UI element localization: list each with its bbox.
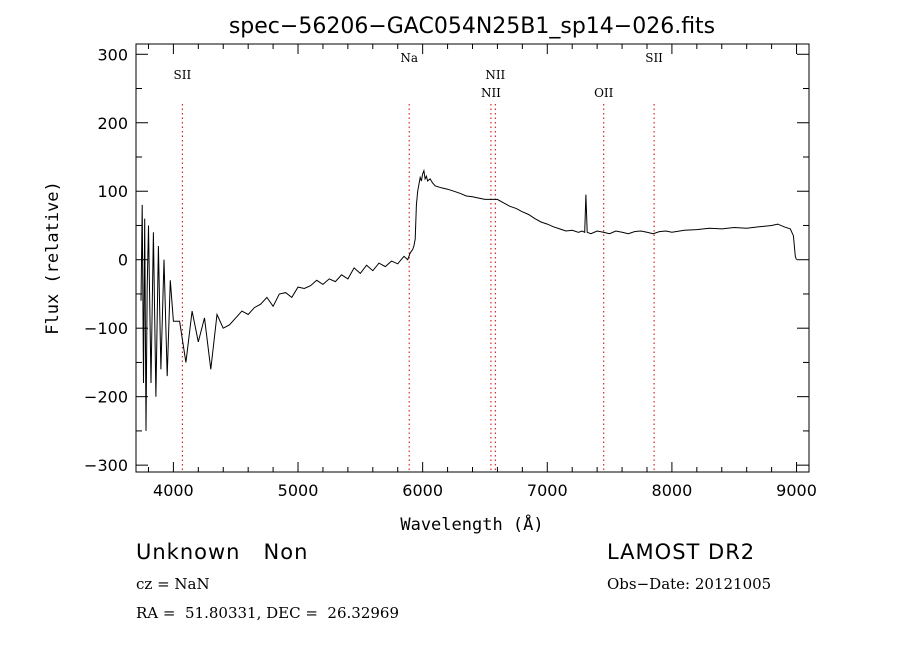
x-tick-label: 7000 <box>527 481 568 500</box>
x-axis-label: Wavelength (Å) <box>400 513 543 535</box>
y-tick-label: −100 <box>84 319 128 338</box>
redshift-label: cz = NaN <box>136 575 210 593</box>
y-tick-label: 200 <box>97 114 128 133</box>
y-tick-label: 300 <box>97 45 128 64</box>
line-marker-label: NII <box>485 68 505 82</box>
x-tick-label: 8000 <box>652 481 693 500</box>
coordinates-label: RA = 51.80331, DEC = 26.32969 <box>136 604 400 622</box>
y-axis: −300 −200 −100 0 100 200 300 <box>84 45 809 475</box>
emission-line-markers: SII Na NII NII OII SII <box>174 51 663 472</box>
line-marker-label: SII <box>645 51 663 65</box>
y-axis-label: Flux (relative) <box>43 181 63 335</box>
y-tick-label: −200 <box>84 388 128 407</box>
y-tick-label: 100 <box>97 182 128 201</box>
plot-frame <box>135 43 810 473</box>
obs-date-label: Obs−Date: 20121005 <box>607 575 772 593</box>
survey-label: LAMOST DR2 <box>607 540 756 564</box>
line-marker-label: NII <box>481 86 501 100</box>
y-tick-label: 0 <box>118 251 128 270</box>
line-marker-label: SII <box>174 68 192 82</box>
line-marker-label: OII <box>594 86 614 100</box>
x-axis: 4000 5000 6000 7000 8000 9000 <box>147 44 817 500</box>
chart-title: spec−56206−GAC054N25B1_sp14−026.fits <box>229 14 715 39</box>
spectrum-line <box>140 168 797 431</box>
x-tick-label: 9000 <box>776 481 817 500</box>
y-tick-label: −300 <box>84 456 128 475</box>
x-tick-label: 6000 <box>402 481 443 500</box>
class-label: Unknown Non <box>136 540 309 564</box>
x-tick-label: 5000 <box>278 481 319 500</box>
x-tick-label: 4000 <box>153 481 194 500</box>
line-marker-label: Na <box>400 51 418 65</box>
